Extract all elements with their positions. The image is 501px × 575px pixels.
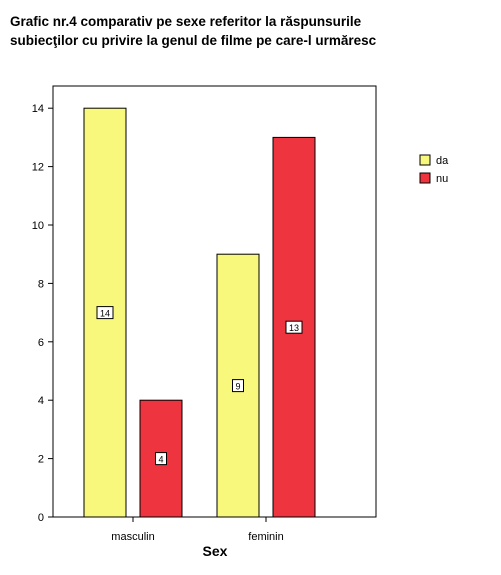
legend-label-nu: nu: [436, 173, 448, 185]
data-labels: 14 4 9 13: [96, 306, 303, 466]
legend-swatch-da: [419, 154, 431, 166]
data-label-box: [155, 452, 167, 466]
legend: da nu: [419, 154, 449, 185]
x-tick-label-masculin: masculin: [111, 531, 154, 543]
y-tick-label: 10: [32, 220, 44, 232]
x-axis-label: Sex: [203, 543, 228, 559]
data-label-box: [285, 320, 303, 334]
data-label-text: 13: [289, 323, 299, 333]
y-tick-label: 2: [38, 454, 44, 466]
legend-label-da: da: [436, 155, 449, 167]
data-label-box: [232, 379, 244, 393]
data-label-da-masculin: 14: [96, 306, 114, 320]
data-label-nu-masculin: 4: [155, 452, 167, 466]
chart-title: Grafic nr.4 comparativ pe sexe referitor…: [10, 12, 480, 50]
y-tick-label: 12: [32, 162, 44, 174]
y-tick-label: 0: [38, 512, 44, 524]
legend-swatch-nu: [419, 172, 431, 184]
x-axis: masculin feminin: [111, 517, 284, 543]
bar-da-feminin: [216, 253, 260, 518]
x-tick-label-feminin: feminin: [248, 531, 283, 543]
y-axis: 0 2 4 6 8 10 12 14: [32, 103, 53, 524]
data-label-box: [96, 306, 114, 320]
y-tick-label: 4: [38, 395, 44, 407]
data-label-da-feminin: 9: [232, 379, 244, 393]
data-label-nu-feminin: 13: [285, 320, 303, 334]
data-label-text: 14: [100, 309, 110, 319]
data-label-text: 4: [158, 455, 163, 465]
data-label-text: 9: [235, 382, 240, 392]
y-tick-label: 14: [32, 103, 44, 115]
chart-title-line-1: Grafic nr.4 comparativ pe sexe referitor…: [10, 14, 362, 29]
chart-title-line-2: subiecţilor cu privire la genul de filme…: [10, 33, 377, 48]
y-tick-label: 6: [38, 337, 44, 349]
y-tick-label: 8: [38, 278, 44, 290]
